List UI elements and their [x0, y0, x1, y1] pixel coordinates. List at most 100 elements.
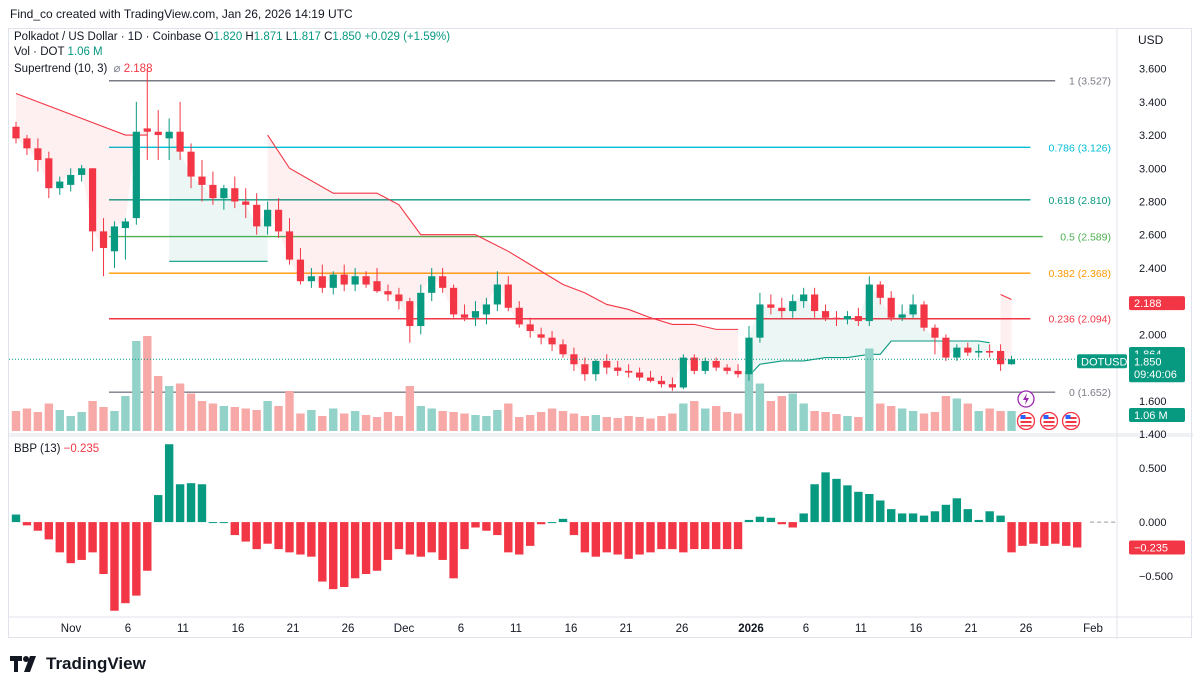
volume-bar — [810, 411, 819, 431]
volume-bar — [876, 403, 885, 431]
candle-body — [843, 316, 852, 320]
fib-label-bg-5 — [1030, 311, 1114, 326]
volume-bar — [263, 401, 272, 431]
price-tick-label: 3.400 — [1139, 97, 1167, 109]
candle-body — [734, 370, 742, 375]
candle-body — [471, 311, 480, 318]
fib-label-bg-3 — [1042, 229, 1114, 244]
bbp-bar — [799, 513, 808, 523]
fib-label-bg-6 — [1055, 385, 1114, 400]
candle-body — [592, 360, 600, 375]
bbp-bar — [1062, 522, 1071, 546]
price-tick-label: 1.400 — [1139, 429, 1167, 441]
time-tick-label: 21 — [287, 623, 300, 635]
bbp-bar — [690, 522, 699, 550]
currency-label[interactable]: USD — [1138, 33, 1164, 47]
us-flag-icon — [1039, 411, 1059, 431]
svg-text:2.188: 2.188 — [1134, 298, 1162, 310]
chart-canvas[interactable]: 1 (3.527) 0.786 (3.126) 0.618 (2.810) 0.5 (… — [9, 29, 1193, 639]
bbp-tick-label: 0.000 — [1139, 517, 1167, 529]
bbp-bar — [515, 522, 524, 555]
supertrend-fill-1 — [169, 131, 268, 262]
bbp-bar — [679, 522, 688, 553]
volume-bar — [558, 411, 568, 431]
bbp-bar — [285, 522, 294, 553]
volume-bar — [701, 408, 710, 431]
volume-bar — [460, 413, 469, 431]
candle-body — [209, 184, 217, 199]
volume-bar — [307, 410, 316, 431]
candle-body — [406, 301, 414, 327]
candle-body — [45, 158, 53, 189]
candle-body — [231, 188, 239, 202]
volume-bar — [318, 416, 327, 431]
bbp-bar — [471, 522, 480, 528]
volume-bar — [88, 401, 97, 431]
low-label: L — [285, 31, 293, 43]
bbp-legend[interactable]: BBP (13) −0.235 — [14, 443, 99, 455]
bbp-bar — [843, 485, 852, 523]
bbp-bar — [361, 522, 371, 574]
volume-bar — [361, 415, 371, 431]
candle-body — [690, 357, 698, 371]
volume-bar — [744, 371, 754, 431]
bbp-bar — [963, 509, 972, 523]
bbp-bar — [383, 522, 393, 560]
volume-bar — [515, 417, 524, 431]
symbol-title[interactable]: Polkadot / US Dollar · 1D · Coinbase — [14, 31, 202, 43]
candle-body — [165, 131, 173, 139]
bbp-bar — [230, 522, 239, 536]
candle-body — [99, 231, 108, 248]
volume-bar — [668, 413, 677, 431]
volume-bar — [580, 416, 590, 431]
candle-body — [307, 276, 315, 282]
open-label: O — [204, 31, 214, 43]
candle-body — [329, 274, 337, 288]
volume-bar — [493, 410, 502, 431]
volume-bar — [766, 401, 776, 431]
volume-bar — [230, 407, 239, 431]
volume-bar — [690, 401, 699, 431]
volume-legend[interactable]: Vol · DOT 1.06 M — [14, 46, 103, 58]
candle-body — [931, 327, 939, 338]
volume-tag: 1.06 M — [1129, 408, 1185, 422]
volume-bar — [186, 393, 196, 431]
supertrend-legend[interactable]: Supertrend (10, 3) ⌀ 2.188 — [14, 61, 152, 75]
candle-body — [439, 276, 447, 288]
candle-body — [220, 188, 228, 199]
candle-body — [285, 231, 294, 260]
time-tick-label: 11 — [855, 623, 867, 635]
candle-body — [318, 276, 326, 288]
bbp-bar — [1051, 522, 1060, 544]
bbp-bar — [416, 522, 425, 557]
volume-bar — [930, 412, 940, 431]
supertrend-fill-4 — [1000, 294, 1012, 365]
bbp-bar — [154, 495, 163, 523]
bbp-bar — [624, 522, 633, 559]
price-tick-label: 3.000 — [1139, 163, 1167, 175]
svg-text:−0.235: −0.235 — [1134, 543, 1168, 555]
candle-body — [296, 259, 305, 282]
candle-body — [132, 131, 140, 219]
bbp-bar — [908, 513, 918, 523]
bbp-bar — [1018, 522, 1027, 546]
volume-bar — [33, 412, 43, 431]
bbp-bar — [569, 522, 579, 536]
volume-bar — [646, 418, 655, 431]
bbp-bar — [263, 522, 272, 544]
candle-body — [745, 337, 753, 375]
time-tick-label: 6 — [803, 623, 809, 635]
candle-body — [351, 276, 359, 285]
bbp-bar — [985, 511, 994, 523]
candle-body — [854, 316, 862, 322]
price-tick-label: 3.600 — [1139, 64, 1167, 76]
volume-bar — [340, 413, 349, 431]
bbp-value: −0.235 — [63, 443, 100, 455]
candle-body — [460, 314, 469, 318]
candle-body — [242, 201, 250, 205]
fib-level-label-3: 0.5 (2.589) — [1060, 232, 1111, 244]
volume-bar — [624, 416, 633, 431]
symbol-tag: DOTUSD — [1077, 354, 1128, 369]
volume-bar — [897, 408, 907, 431]
candle-body — [800, 294, 808, 302]
